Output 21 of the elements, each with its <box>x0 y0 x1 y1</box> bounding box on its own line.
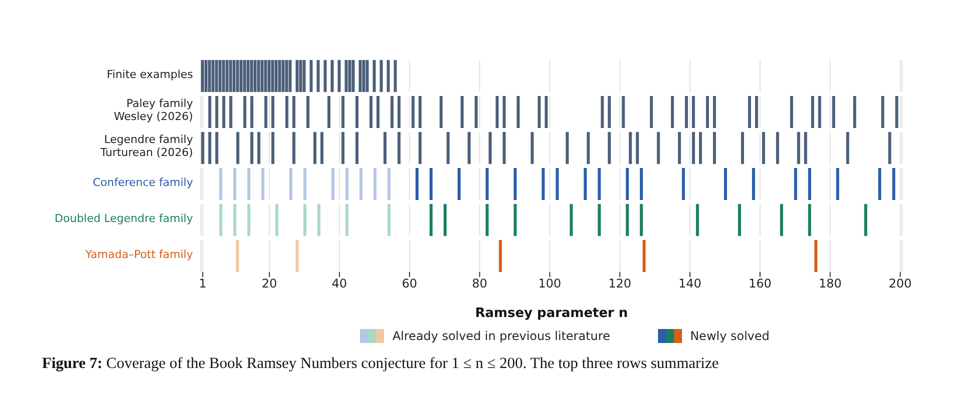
x-tick-label: 40 <box>332 276 348 291</box>
legend-label: Newly solved <box>690 329 770 343</box>
x-tick-label: 160 <box>748 276 772 291</box>
x-tick-label: 1 <box>198 276 207 291</box>
text: Paley family Wesley (2026) <box>114 97 193 123</box>
legend-label: Already solved in previous literature <box>392 329 610 343</box>
x-tick-label: 80 <box>472 276 488 291</box>
text: Finite examples <box>106 68 193 80</box>
caption: Figure 7: Coverage of the Book Ramsey Numbers conjecture for 1 ≤ n ≤ 200. The top three rows summarize <box>41 354 720 374</box>
x-tick-label: 120 <box>608 276 632 291</box>
x-tick-label: 20 <box>262 276 277 291</box>
x-axis-title: Ramsey parameter n <box>475 306 628 321</box>
text: Doubled Legendre family <box>54 212 193 224</box>
text: Conference family <box>92 176 193 188</box>
x-tick-label: 60 <box>402 276 418 291</box>
x-tick-label: 100 <box>538 276 562 291</box>
x-tick-label: 180 <box>818 276 842 291</box>
x-tick-label: 140 <box>678 276 702 291</box>
text: Yamada–Pott family <box>85 248 193 260</box>
text: Legendre family Turturean (2026) <box>100 133 193 159</box>
x-tick-label: 200 <box>888 276 912 291</box>
